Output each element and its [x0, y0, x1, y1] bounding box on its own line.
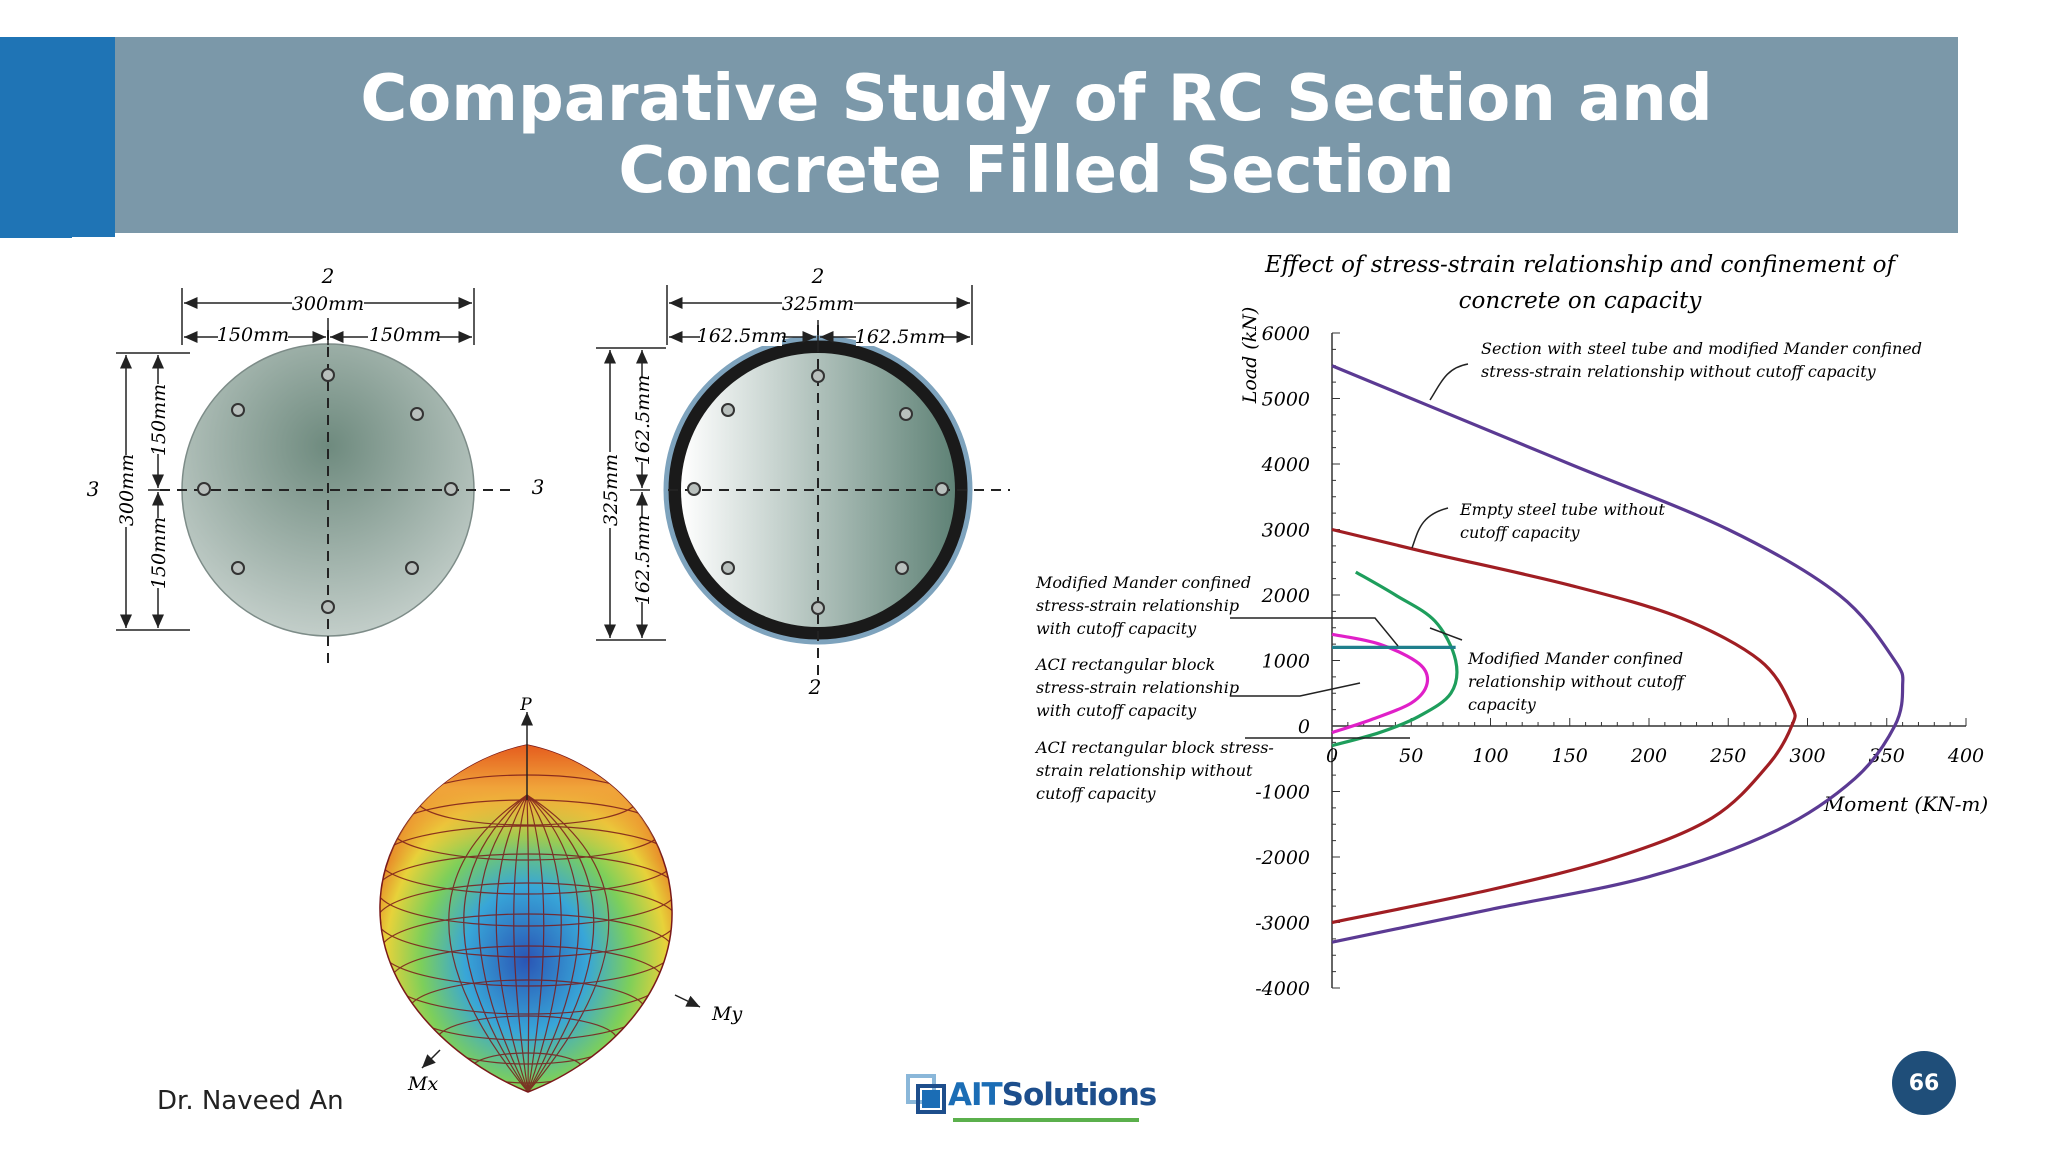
slide-title: Comparative Study of RC Section and Conc… — [360, 62, 1713, 208]
chart-series-line — [1331, 570, 1459, 748]
y-tick-label: -1000 — [1255, 782, 1310, 804]
interaction-diagram-chart: Effect of stress-strain relationship and… — [1034, 252, 1988, 1000]
annotation-aci-cutoff-2: stress-strain relationship — [1036, 678, 1239, 697]
cfs-bottom-axis-label: 2 — [808, 675, 822, 699]
cfs-top-axis-label: 2 — [811, 264, 825, 288]
annotation-empty-tube-2: cutoff capacity — [1460, 523, 1581, 542]
cfs-width-right: 162.5mm — [855, 326, 945, 348]
page-number-badge: 66 — [1892, 1051, 1956, 1115]
rc-height-total: 300mm — [116, 454, 138, 526]
author-footer: Dr. Naveed An — [157, 1086, 344, 1116]
cfs-concrete-core — [681, 353, 955, 627]
chart-series-line — [1331, 632, 1430, 735]
ait-logo-underline — [953, 1118, 1139, 1122]
accent-stripe — [0, 230, 72, 238]
x-tick-label: 200 — [1630, 745, 1667, 767]
rc-width-total: 300mm — [292, 293, 364, 315]
chart-series-line — [1331, 527, 1797, 925]
y-tick-label: 6000 — [1262, 323, 1310, 345]
x-tick-label: 0 — [1326, 745, 1338, 767]
chart-series-line — [1331, 364, 1905, 944]
y-tick-label: -3000 — [1255, 913, 1310, 935]
ait-logo-text: AITSolutions — [948, 1077, 1157, 1113]
rc-height-top: 150mm — [148, 384, 170, 456]
chart-ylabel: Load (kN) — [1239, 307, 1261, 405]
annotation-mander-nocutoff-1: Modified Mander confined — [1467, 649, 1683, 668]
x-tick-label: 400 — [1947, 745, 1984, 767]
chart-title-line2: concrete on capacity — [1459, 288, 1703, 314]
chart-title-line1: Effect of stress-strain relationship and… — [1264, 252, 1899, 278]
x-tick-label: 250 — [1709, 745, 1746, 767]
annotation-steel-tube-mander-1: Section with steel tube and modified Man… — [1481, 339, 1922, 358]
annotation-mander-nocutoff-3: capacity — [1468, 695, 1537, 714]
y-tick-label: -2000 — [1255, 847, 1310, 869]
y-tick-label: 5000 — [1262, 389, 1310, 411]
interaction-surface-3d: P My Mx — [379, 695, 742, 1095]
annotation-mander-cutoff-1: Modified Mander confined — [1035, 573, 1251, 592]
accent-block — [0, 37, 115, 237]
rc-right-axis-label: 3 — [532, 475, 545, 499]
chart-xlabel: Moment (KN-m) — [1823, 792, 1988, 816]
y-tick-label: 0 — [1298, 716, 1310, 738]
chart-axes: 6000500040003000200010000-1000-2000-3000… — [1255, 323, 1984, 1000]
cfs-height-bottom: 162.5mm — [632, 515, 654, 605]
annotation-aci-cutoff-1: ACI rectangular block — [1034, 655, 1215, 674]
annotation-steel-tube-mander-2: stress-strain relationship without cutof… — [1481, 362, 1877, 381]
annotation-mander-nocutoff-2: relationship without cutoff — [1468, 672, 1687, 691]
rc-left-axis-label: 3 — [87, 477, 100, 501]
annotation-aci-nocutoff-1: ACI rectangular block stress- — [1034, 738, 1274, 757]
x-tick-label: 150 — [1552, 745, 1588, 767]
rc-section-diagram: 2 300mm 150mm 150mm 300mm 150mm 150mm 3 … — [87, 264, 545, 665]
ait-logo-icon — [906, 1074, 946, 1114]
x-tick-label: 300 — [1789, 745, 1825, 767]
y-tick-label: 4000 — [1261, 454, 1310, 476]
x-tick-label: 50 — [1399, 745, 1423, 767]
annotation-aci-cutoff-3: with cutoff capacity — [1036, 701, 1197, 720]
annotation-mander-cutoff-2: stress-strain relationship — [1036, 596, 1239, 615]
annotation-empty-tube-1: Empty steel tube without — [1459, 500, 1665, 519]
y-tick-label: -4000 — [1255, 978, 1310, 1000]
annotation-aci-nocutoff-2: strain relationship without — [1036, 761, 1253, 780]
cfs-width-total: 325mm — [782, 293, 854, 315]
x-tick-label: 350 — [1869, 745, 1905, 767]
y-tick-label: 2000 — [1261, 585, 1310, 607]
cfs-rebar-group — [687, 369, 949, 615]
cfs-height-total: 325mm — [600, 454, 622, 526]
title-bar: Comparative Study of RC Section and Conc… — [115, 37, 1958, 233]
rc-width-left: 150mm — [217, 324, 289, 346]
y-tick-label: 3000 — [1262, 520, 1310, 542]
x-tick-label: 100 — [1472, 745, 1508, 767]
cfs-width-left: 162.5mm — [697, 325, 787, 347]
surface-axis-my: My — [711, 1003, 742, 1025]
annotation-leaders — [1230, 363, 1469, 739]
surface-axis-mx: Mx — [407, 1073, 438, 1095]
rc-height-bottom: 150mm — [148, 517, 170, 589]
y-tick-label: 1000 — [1262, 651, 1310, 673]
cfs-section-diagram: 2 325mm 162.5mm 162.5mm 325mm 162.5mm 16… — [596, 264, 1010, 699]
chart-annotations: Section with steel tube and modified Man… — [1034, 339, 1922, 803]
ait-logo: AITSolutions — [906, 1074, 1157, 1122]
rc-rebar-group — [197, 368, 458, 614]
cfs-height-top: 162.5mm — [632, 375, 654, 465]
rc-width-right: 150mm — [369, 324, 441, 346]
surface-axis-p: P — [519, 695, 532, 715]
annotation-mander-cutoff-3: with cutoff capacity — [1036, 619, 1197, 638]
rc-top-axis-label: 2 — [321, 264, 335, 288]
chart-series-group — [1331, 364, 1905, 944]
annotation-aci-nocutoff-3: cutoff capacity — [1036, 784, 1157, 803]
